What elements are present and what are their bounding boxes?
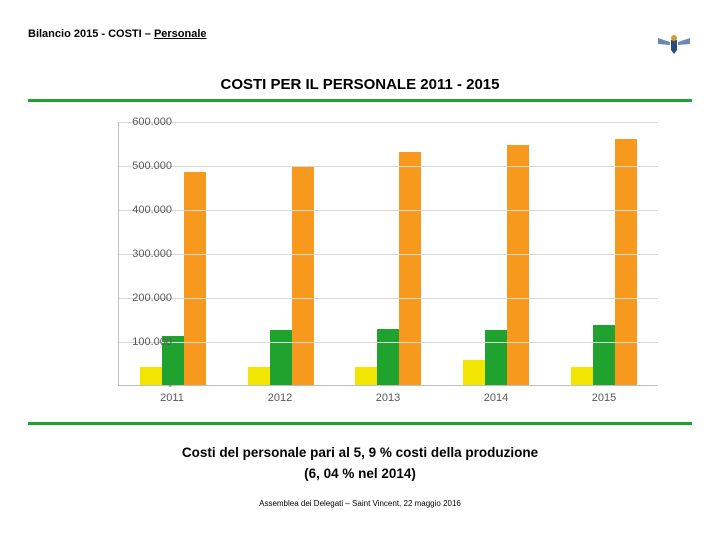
footer-text: Assemblea dei Delegati – Saint Vincent, … bbox=[0, 499, 720, 508]
grid-line bbox=[119, 298, 658, 299]
logo-wing-left bbox=[658, 38, 670, 45]
eagle-crest-logo bbox=[656, 28, 692, 58]
bar bbox=[355, 367, 377, 385]
bar bbox=[184, 172, 206, 385]
y-tick-label: 200.000 bbox=[112, 292, 172, 304]
x-tick-label: 2011 bbox=[118, 392, 226, 404]
grid-line bbox=[119, 166, 658, 167]
caption-primary: Costi del personale pari al 5, 9 % costi… bbox=[0, 445, 720, 460]
bar-chart: - 100.000 200.000 300.000 400.000 500.000 600.… bbox=[0, 102, 720, 422]
grid-line bbox=[119, 210, 658, 211]
plot-area bbox=[118, 122, 658, 386]
y-tick-label: 500.000 bbox=[112, 160, 172, 172]
y-tick-label: 400.000 bbox=[112, 204, 172, 216]
y-tick-label: 100.000 bbox=[112, 336, 172, 348]
grid-line bbox=[119, 122, 658, 123]
bar bbox=[463, 360, 485, 385]
grid-line bbox=[119, 342, 658, 343]
y-tick-label: 300.000 bbox=[112, 248, 172, 260]
bar bbox=[248, 367, 270, 385]
y-tick-label: - bbox=[112, 380, 172, 392]
breadcrumb: Bilancio 2015 - COSTI – Personale bbox=[28, 28, 207, 40]
logo-badge bbox=[671, 35, 677, 41]
bar bbox=[292, 167, 314, 385]
y-tick-label: 600.000 bbox=[112, 116, 172, 128]
bar bbox=[507, 145, 529, 385]
bar bbox=[270, 330, 292, 385]
bar bbox=[593, 325, 615, 385]
bar bbox=[571, 367, 593, 385]
bar bbox=[399, 152, 421, 385]
grid-line bbox=[119, 254, 658, 255]
breadcrumb-text: Bilancio 2015 - COSTI – bbox=[28, 28, 154, 40]
logo-wing-right bbox=[678, 38, 690, 45]
x-tick-label: 2012 bbox=[226, 392, 334, 404]
page-title: COSTI PER IL PERSONALE 2011 - 2015 bbox=[0, 76, 720, 93]
bar bbox=[615, 139, 637, 385]
bar bbox=[377, 329, 399, 385]
bar bbox=[485, 330, 507, 385]
x-tick-label: 2014 bbox=[442, 392, 550, 404]
logo-shield bbox=[671, 40, 677, 54]
breadcrumb-section: Personale bbox=[154, 28, 207, 40]
caption-secondary: (6, 04 % nel 2014) bbox=[0, 466, 720, 481]
bottom-divider bbox=[28, 422, 692, 425]
x-tick-label: 2015 bbox=[550, 392, 658, 404]
x-tick-label: 2013 bbox=[334, 392, 442, 404]
x-axis-labels: 20112012201320142015 bbox=[118, 392, 658, 404]
